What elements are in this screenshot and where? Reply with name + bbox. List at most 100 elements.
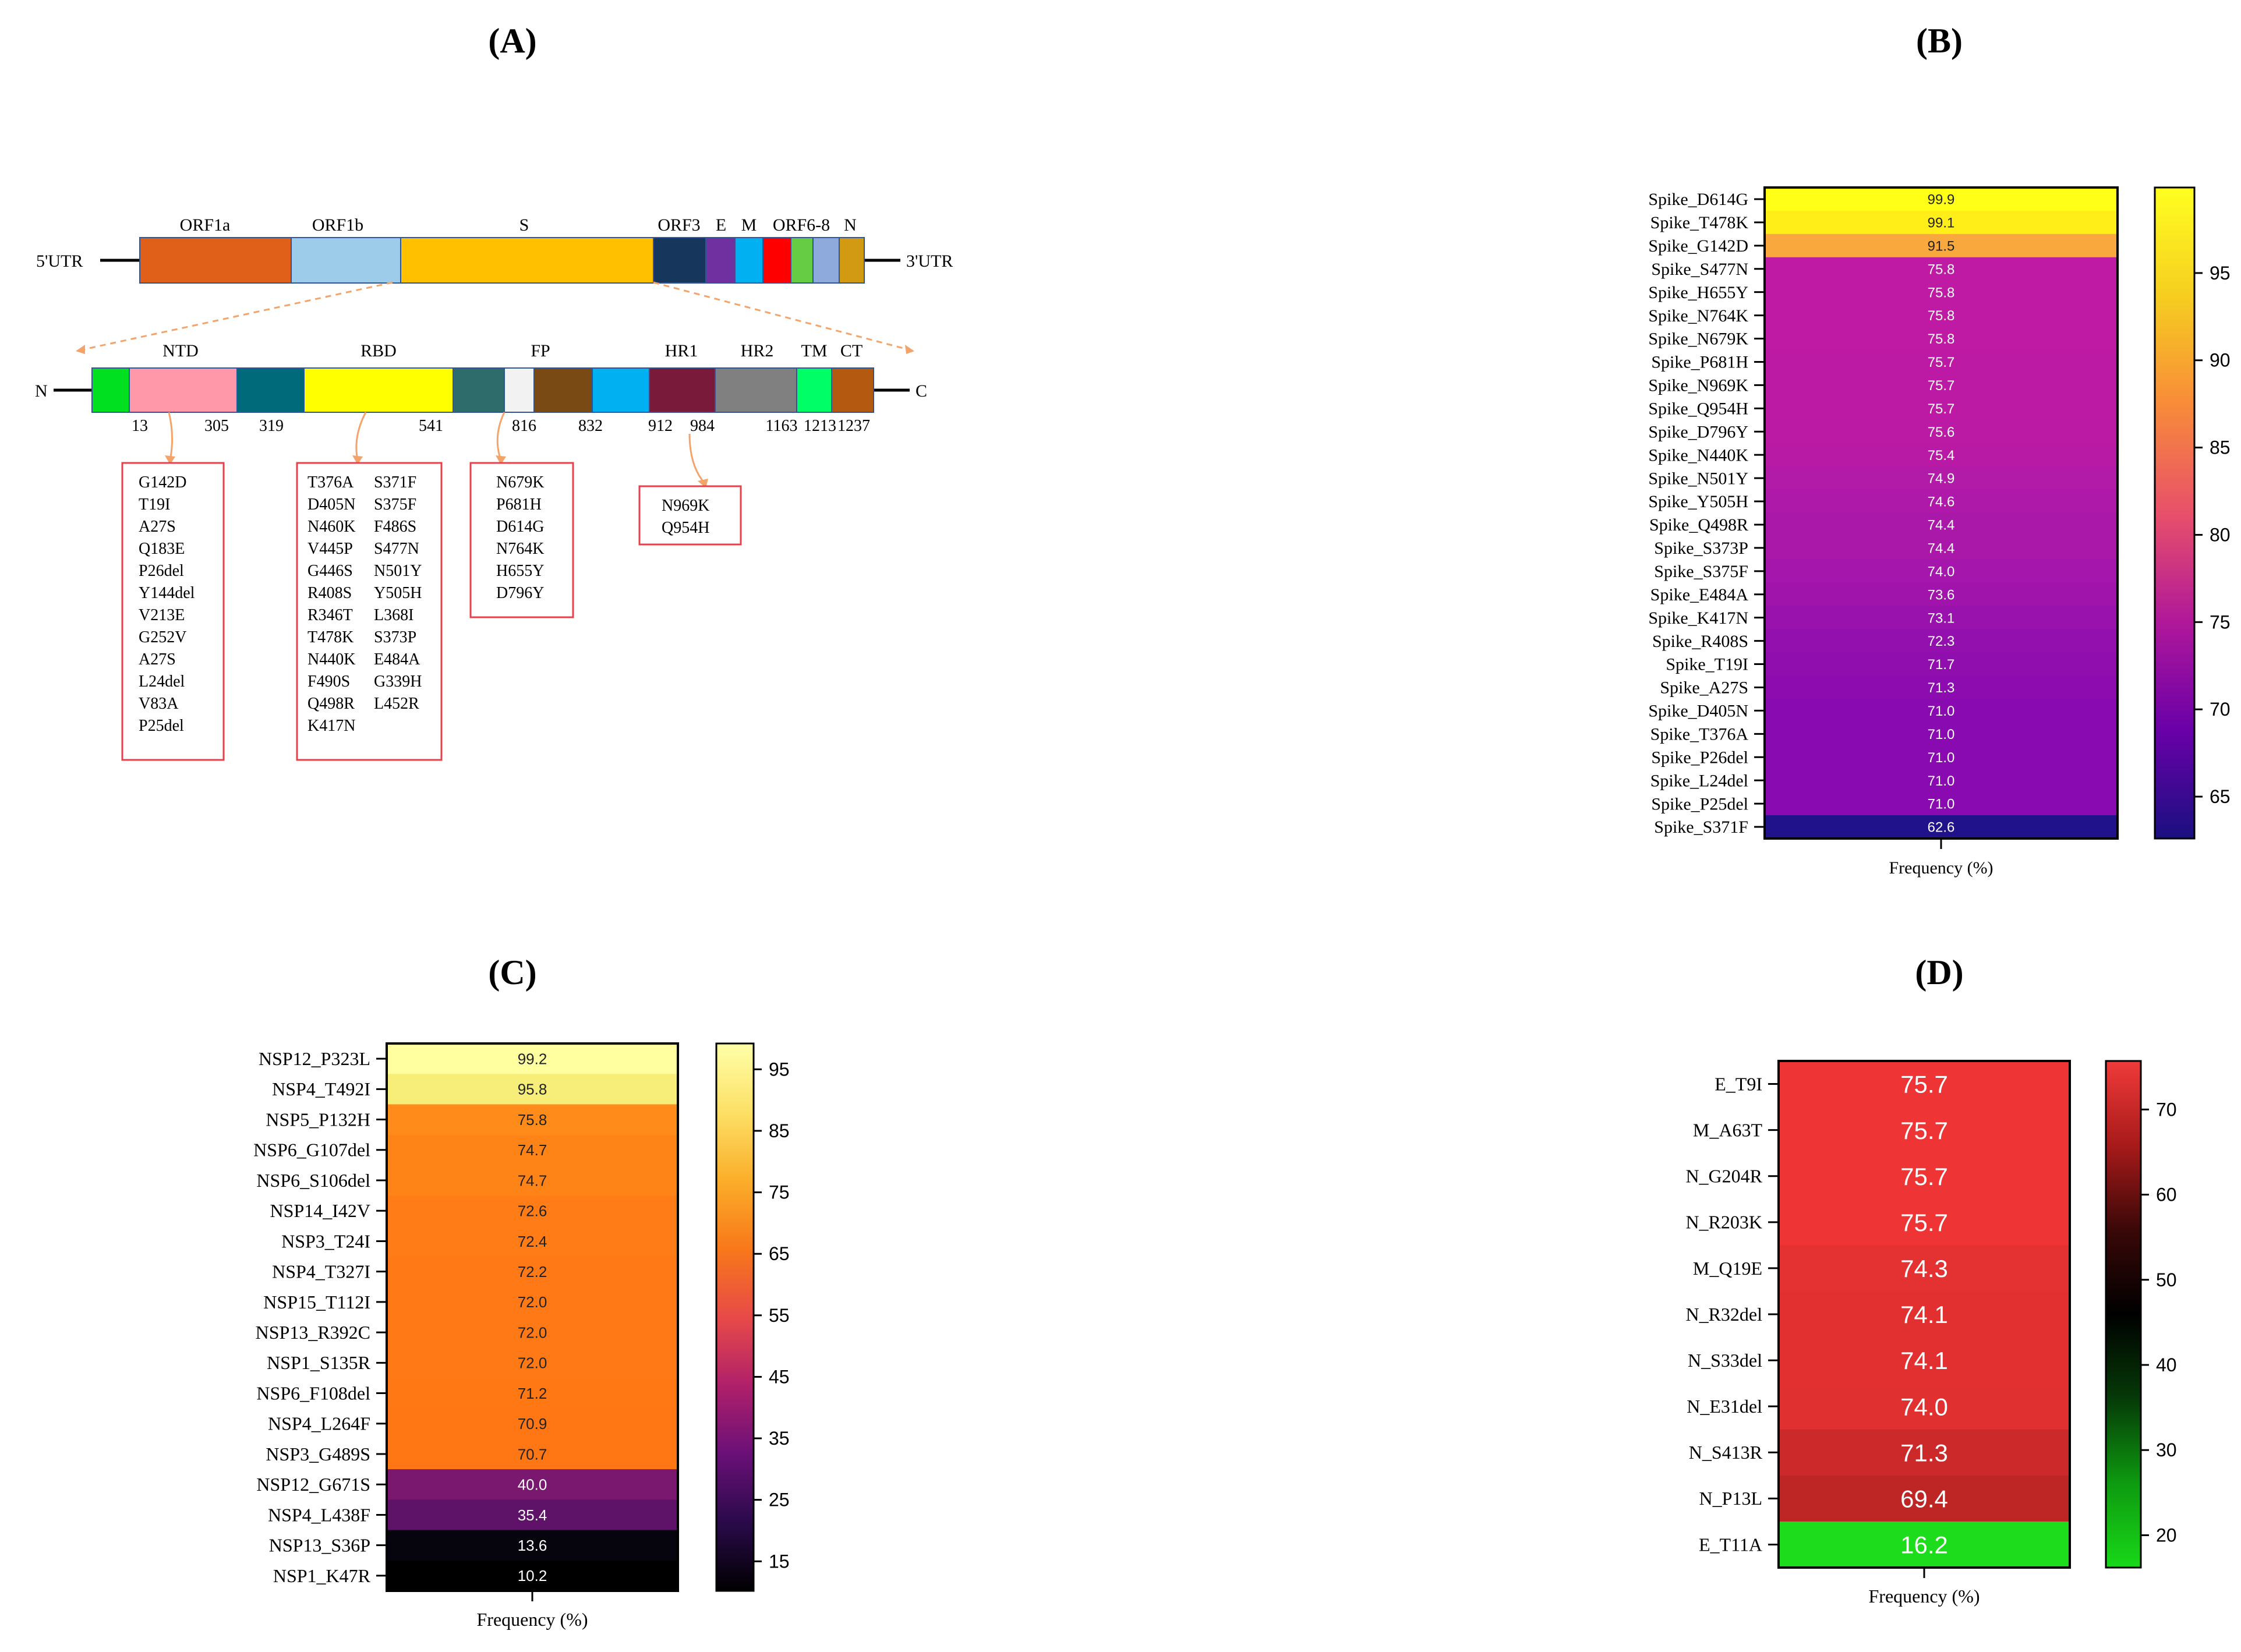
mutation-label: S477N <box>374 540 419 558</box>
heatmap-cell <box>387 1226 678 1257</box>
spike-c-terminus-label: C <box>916 381 927 401</box>
mutation-box-ntd: G142D T19I A27S Q183E P26del Y144del V213E G252… <box>121 462 225 761</box>
heatmap-row-label: Spike_Q498R <box>1649 515 1748 535</box>
genome-segment-m <box>734 237 764 284</box>
heatmap-row-label: NSP1_S135R <box>267 1352 371 1373</box>
mutation-label: N460K <box>307 518 355 536</box>
spike-position-label: 912 <box>648 417 673 435</box>
mutation-label: N679K <box>496 473 544 491</box>
colorbar-tick-label: 50 <box>2156 1269 2177 1290</box>
heatmap-row-label: Spike_N501Y <box>1648 469 1748 488</box>
spike-domain-ct: CT <box>840 341 863 360</box>
heatmap-cell <box>1765 536 2118 560</box>
spike-position-label: 832 <box>578 417 603 435</box>
mutation-label: Y505H <box>374 584 422 602</box>
heatmap-row-label: E_T9I <box>1715 1073 1762 1094</box>
mutation-label: Q498R <box>307 695 355 713</box>
mutation-label: T19I <box>139 496 170 514</box>
heatmap-cell <box>387 1165 678 1196</box>
mutation-box-frame <box>121 462 225 761</box>
heatmap-value-label: 71.7 <box>1928 657 1955 673</box>
heatmap-row-label: Spike_G142D <box>1648 236 1748 256</box>
mutation-label: G142D <box>139 473 186 491</box>
colorbar-tick-label: 75 <box>769 1182 790 1203</box>
heatmap-value-label: 16.2 <box>1900 1531 1948 1559</box>
spike-domain-hr1: HR1 <box>665 341 698 360</box>
heatmap-value-label: 71.3 <box>1928 680 1955 696</box>
mutation-label: D614G <box>496 518 544 536</box>
heatmap-cell <box>1765 675 2118 700</box>
heatmap-value-label: 75.7 <box>1900 1071 1948 1098</box>
heatmap-row-label: NSP4_T492I <box>272 1078 370 1099</box>
heatmap-value-label: 71.0 <box>1928 773 1955 789</box>
heatmap-cell <box>387 1560 678 1591</box>
heatmap-cell <box>1779 1475 2070 1522</box>
spike-segment <box>533 367 593 413</box>
mutation-label: P681H <box>496 496 542 514</box>
spike-segment <box>715 367 797 413</box>
heatmap-row-label: Spike_N969K <box>1648 376 1748 395</box>
heatmap-value-label: 99.1 <box>1928 215 1955 231</box>
heatmap-cell <box>1765 443 2118 467</box>
heatmap-cell <box>387 1378 678 1409</box>
heatmap-value-label: 72.2 <box>518 1263 547 1280</box>
mutation-label: G446S <box>307 562 353 580</box>
heatmap-value-label: 70.7 <box>518 1445 547 1463</box>
heatmap-row-label: Spike_N679K <box>1648 330 1748 349</box>
heatmap-value-label: 35.4 <box>518 1506 547 1524</box>
heatmap-row-label: Spike_S371F <box>1654 818 1748 837</box>
genome-segment-s <box>400 237 654 284</box>
mutation-label: D796Y <box>496 584 544 602</box>
colorbar-tick-label: 75 <box>2210 611 2231 632</box>
heatmap-cell <box>387 1317 678 1348</box>
genome-5utr-label: 5'UTR <box>36 252 83 271</box>
heatmap-cell <box>387 1469 678 1500</box>
genome-segment-unlabeled-8 <box>812 237 840 284</box>
spike-segment <box>129 367 238 413</box>
heatmap-row-label: Spike_P681H <box>1651 353 1748 372</box>
panel-label-c: (C) <box>488 953 536 992</box>
heatmap-cell <box>1779 1429 2070 1476</box>
genome-3utr-label: 3'UTR <box>906 252 953 271</box>
colorbar-tick-label: 55 <box>769 1305 790 1326</box>
mutation-label: V83A <box>139 695 179 713</box>
heatmap-row-label: Spike_R408S <box>1652 632 1748 651</box>
spike-position-label: 541 <box>419 417 443 435</box>
heatmap-cell <box>387 1286 678 1318</box>
spike-segment <box>592 367 650 413</box>
heatmap-cell <box>1765 397 2118 420</box>
panel-label-d: (D) <box>1915 953 1963 992</box>
genome-segment-orf6-8 <box>790 237 814 284</box>
genome-diagram: 5'UTR 3'UTR ORF1a ORF1b S ORF3 E M ORF6-8 N N C… <box>35 215 953 761</box>
heatmap-cell <box>1765 606 2118 630</box>
spike-segment <box>236 367 305 413</box>
heatmap-value-label: 75.7 <box>1900 1209 1948 1236</box>
heatmap-row-label: Spike_N440K <box>1648 445 1748 465</box>
heatmap-cell <box>1765 234 2118 258</box>
mutation-label: F490S <box>307 673 350 691</box>
genome-label-orf1a: ORF1a <box>180 215 231 235</box>
heatmap-cell <box>387 1104 678 1135</box>
heatmap-cell <box>1765 257 2118 281</box>
heatmap-value-label: 71.0 <box>1928 750 1955 766</box>
spike-n-terminus-label: N <box>35 381 48 401</box>
genome-label-e: E <box>716 215 726 235</box>
colorbar-tick-label: 65 <box>769 1243 790 1264</box>
heatmap-cell <box>1765 280 2118 305</box>
genome-label-s: S <box>519 215 529 235</box>
heatmap-value-label: 99.9 <box>1928 192 1955 208</box>
heatmap-cell <box>1765 327 2118 351</box>
heatmap-row-label: NSP4_T327I <box>272 1261 370 1282</box>
spike-domain-tm: TM <box>801 341 828 360</box>
spike-segment <box>796 367 832 413</box>
mutation-label: T376A <box>307 473 354 491</box>
heatmap-row-label: NSP3_G489S <box>266 1444 370 1464</box>
heatmap-cell <box>1779 1199 2070 1246</box>
mutation-label: D405N <box>307 496 355 514</box>
mutation-label: N969K <box>662 497 709 515</box>
heatmap-row-label: Spike_S477N <box>1651 260 1748 279</box>
heatmap-row-label: Spike_L24del <box>1650 771 1748 790</box>
heatmap-cell <box>1765 373 2118 397</box>
heatmap-value-label: 69.4 <box>1900 1485 1948 1512</box>
